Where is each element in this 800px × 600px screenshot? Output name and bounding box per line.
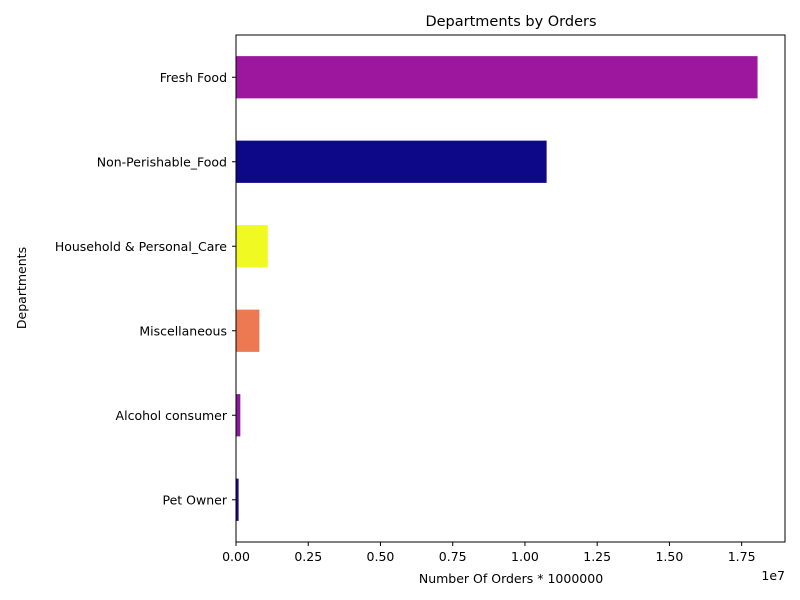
bar — [236, 56, 758, 99]
y-tick-label: Miscellaneous — [139, 323, 227, 338]
x-tick-label: 0.00 — [222, 549, 250, 564]
y-axis: Fresh Food Non-Perishable_Food Household &… — [55, 70, 236, 507]
bar — [236, 309, 260, 352]
x-axis-label: Number Of Orders * 1000000 — [419, 571, 603, 586]
x-tick-label: 1.75 — [728, 549, 756, 564]
bar — [236, 478, 239, 521]
y-tick-label: Alcohol consumer — [116, 408, 228, 423]
y-tick-label: Fresh Food — [160, 70, 227, 85]
x-tick-label: 1.50 — [655, 549, 683, 564]
bar — [236, 140, 547, 183]
x-tick-label: 1.25 — [583, 549, 611, 564]
plot-frame — [235, 34, 786, 543]
x-tick-label: 0.50 — [367, 549, 395, 564]
y-tick-label: Pet Owner — [163, 492, 228, 507]
bar — [236, 394, 241, 437]
x-tick-label: 0.25 — [294, 549, 322, 564]
x-tick-label: 0.75 — [439, 549, 467, 564]
y-tick-label: Non-Perishable_Food — [97, 154, 227, 169]
x-axis: 0.00 0.25 0.50 0.75 1.00 1.25 1.50 1.75 — [222, 542, 756, 564]
x-axis-offset-label: 1e7 — [761, 568, 785, 583]
bars-group — [236, 56, 758, 521]
chart-title: Departments by Orders — [425, 14, 596, 30]
bar — [236, 225, 268, 268]
y-tick-label: Household & Personal_Care — [55, 239, 227, 254]
y-axis-label: Departments — [14, 247, 29, 329]
x-tick-label: 1.00 — [511, 549, 539, 564]
